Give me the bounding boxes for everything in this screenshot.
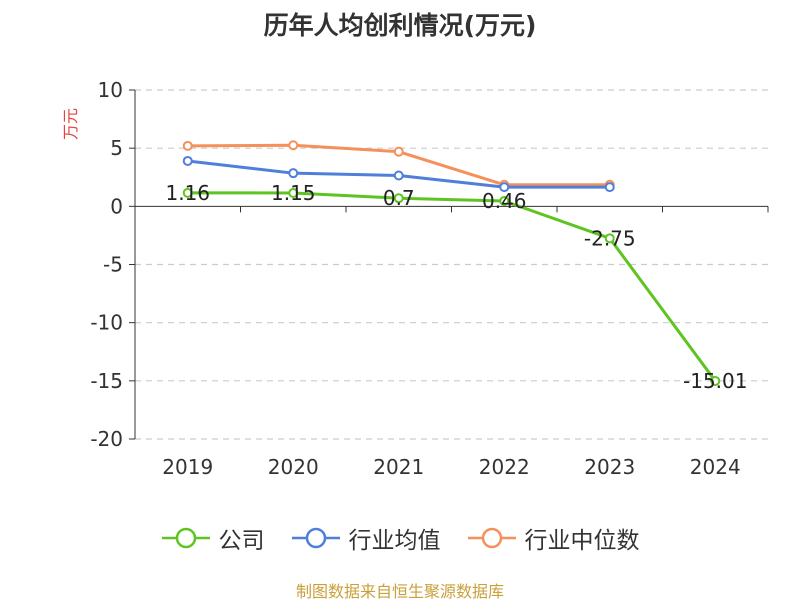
data-point	[288, 168, 299, 179]
data-point	[604, 182, 615, 193]
y-tick-label: 10	[98, 78, 123, 102]
y-tick-label: -5	[103, 253, 123, 277]
legend-swatch	[467, 527, 516, 549]
x-tick-label: 2023	[584, 455, 635, 479]
data-point	[288, 140, 299, 151]
x-tick-label: 2020	[268, 455, 319, 479]
legend-item[interactable]: 行业中位数	[467, 521, 640, 555]
legend-item[interactable]: 行业均值	[291, 521, 441, 555]
legend-swatch	[161, 527, 210, 549]
legend-item[interactable]: 公司	[161, 521, 265, 555]
y-axis-title: 万元	[61, 108, 80, 140]
data-point	[182, 187, 193, 198]
legend-label: 公司	[218, 528, 265, 554]
x-tick-label: 2021	[373, 455, 424, 479]
data-point	[499, 195, 510, 206]
y-tick-label: -20	[90, 427, 123, 451]
data-point	[499, 182, 510, 193]
x-tick-label: 2019	[162, 455, 213, 479]
data-label: 1.16	[165, 181, 210, 205]
data-label: 0.46	[482, 189, 527, 213]
source-text: 制图数据来自恒生聚源数据库	[295, 582, 504, 601]
x-tick-label: 2024	[690, 455, 741, 479]
legend-label: 行业中位数	[524, 528, 640, 554]
axes: 10 5 0 -5 -10 -15 -20 2019 2020 2021 2022 2023 2024	[90, 78, 769, 479]
y-tick-label: -10	[90, 311, 123, 335]
series-line	[187, 191, 717, 382]
series-lines	[182, 140, 721, 386]
data-point	[604, 233, 615, 244]
legend: 公司 行业均值 行业中位数	[0, 522, 800, 554]
y-tick-label: 5	[110, 136, 123, 160]
data-point	[288, 187, 299, 198]
legend-label: 行业均值	[348, 528, 441, 554]
data-labels: 1.16 1.15 0.7 0.46 -2.75 -15.01	[165, 181, 747, 393]
data-label: 1.15	[271, 181, 316, 205]
data-point	[710, 375, 721, 386]
grid-lines	[135, 89, 768, 440]
x-tick-label: 2022	[479, 455, 530, 479]
y-tick-label: -15	[90, 369, 123, 393]
data-point	[393, 193, 404, 204]
legend-swatch	[291, 527, 340, 549]
data-point	[182, 155, 193, 166]
data-label: -2.75	[584, 226, 636, 250]
data-point	[182, 140, 193, 151]
data-label: 0.7	[383, 186, 415, 210]
y-tick-label: 0	[110, 194, 123, 218]
data-point	[393, 146, 404, 157]
data-label: -15.01	[683, 369, 747, 393]
data-point	[393, 170, 404, 181]
chart-title: 历年人均创利情况(万元)	[263, 11, 537, 40]
